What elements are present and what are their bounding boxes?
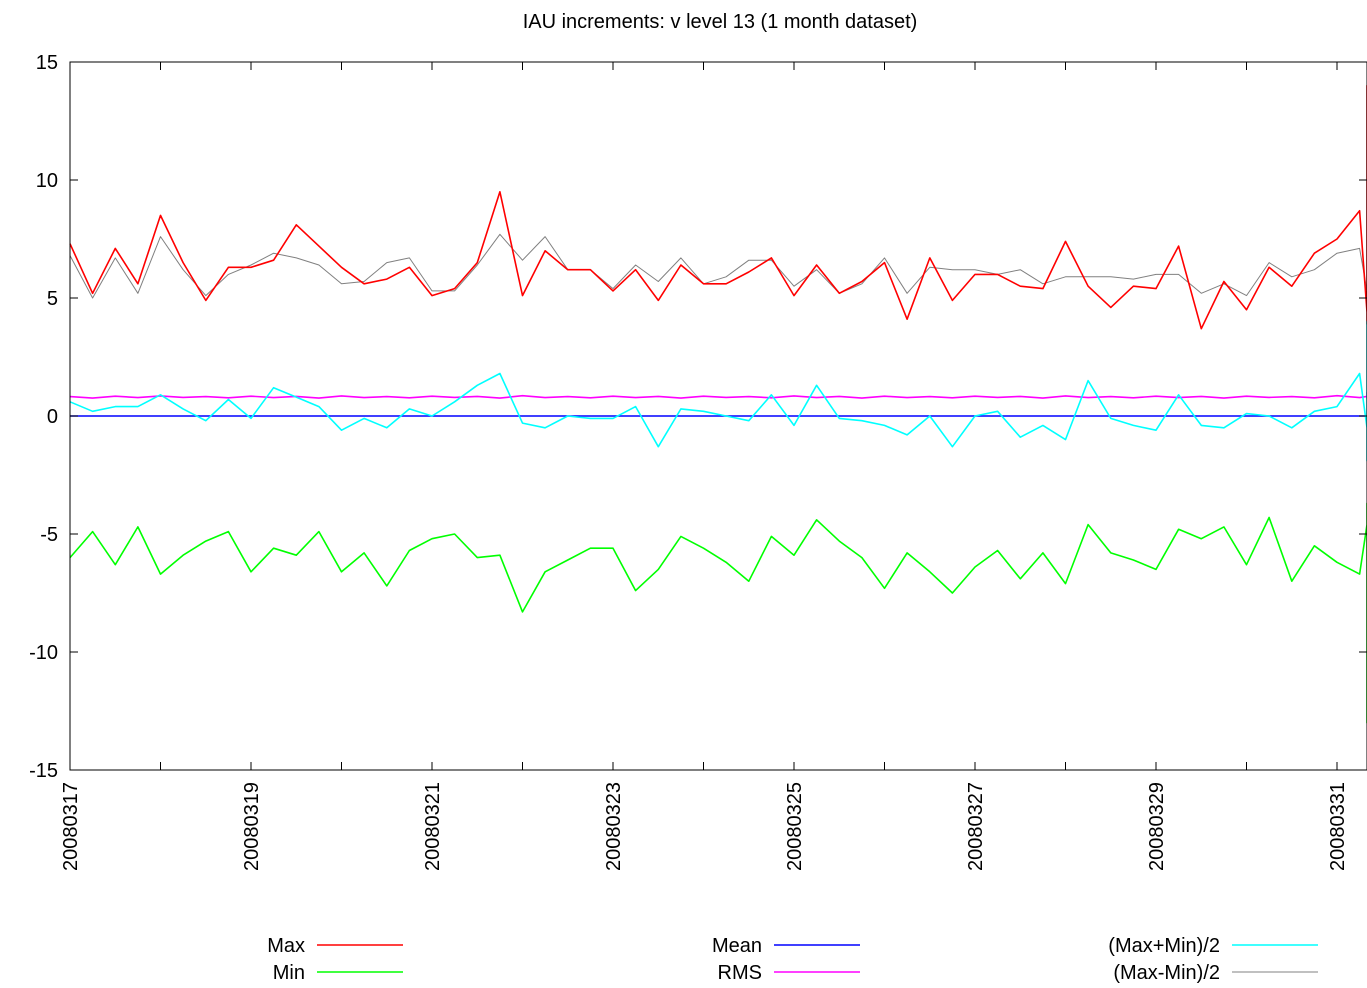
y-tick-label: 10: [36, 170, 58, 192]
x-tick-label: 20080329: [1146, 782, 1168, 871]
x-tick-label: 20080319: [241, 782, 263, 871]
x-axis: 20080317 20080319 20080321 20080323 20080325…: [60, 62, 1349, 871]
series-line-max-min-2: [69, 320, 1367, 462]
series-line-max: [69, 84, 1367, 330]
legend-label: (Max+Min)/2: [1108, 935, 1220, 957]
x-tick-label: 20080323: [603, 782, 625, 871]
y-tick-label: -10: [29, 642, 58, 664]
y-axis: -15 -10 -5 0 5 10 15: [29, 52, 1367, 782]
x-tick-label: 20080317: [60, 782, 82, 871]
series-line-rms: [69, 391, 1367, 399]
x-tick-label: 20080325: [784, 782, 806, 871]
series-layer: [69, 84, 1367, 724]
chart-title: IAU increments: v level 13 (1 month data…: [523, 11, 918, 33]
series-line-min: [69, 502, 1367, 724]
legend-label: Min: [273, 962, 305, 984]
legend-label: Max: [267, 935, 305, 957]
y-tick-label: -15: [29, 760, 58, 782]
x-tick-label: 20080321: [422, 782, 444, 871]
y-tick-label: -5: [40, 524, 58, 546]
legend-label: (Max-Min)/2: [1113, 962, 1220, 984]
legend: Max Min Mean RMS (Max+Min)/2 (Max-Min)/2: [267, 935, 1318, 984]
y-tick-label: 5: [47, 288, 58, 310]
x-tick-label: 20080331: [1327, 782, 1349, 871]
x-tick-label: 20080327: [965, 782, 987, 871]
y-tick-label: 0: [47, 406, 58, 428]
legend-label: RMS: [718, 962, 762, 984]
y-tick-label: 15: [36, 52, 58, 74]
series-line-max-min-2: [69, 94, 1367, 311]
legend-label: Mean: [712, 935, 762, 957]
